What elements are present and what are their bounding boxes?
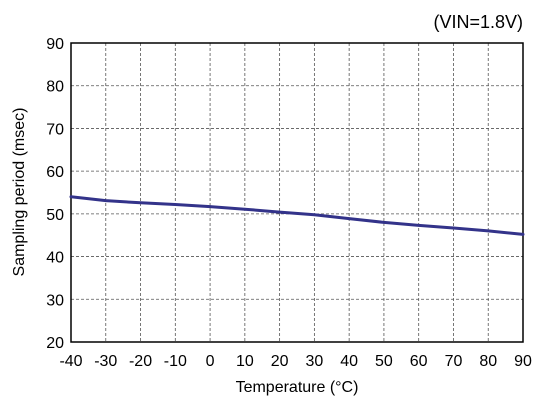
x-tick-label: 40 <box>340 353 358 370</box>
series-line <box>69 195 525 236</box>
x-tick-label: 80 <box>479 353 497 370</box>
plot-frame <box>70 42 524 343</box>
y-tick-labels: 20 30 40 50 60 70 80 90 <box>46 36 64 352</box>
y-tick-label: 60 <box>46 164 64 181</box>
x-tick-label: -20 <box>129 353 152 370</box>
x-tick-label: -30 <box>94 353 117 370</box>
y-tick-label: 80 <box>46 79 64 96</box>
x-tick-label: 10 <box>236 353 254 370</box>
y-tick-label: 30 <box>46 292 64 309</box>
y-tick-label: 20 <box>46 335 64 352</box>
x-tick-label: -40 <box>59 353 82 370</box>
x-tick-label: -10 <box>164 353 187 370</box>
x-tick-label: 90 <box>514 353 532 370</box>
x-tick-label: 0 <box>206 353 215 370</box>
x-tick-label: 70 <box>445 353 463 370</box>
y-tick-label: 90 <box>46 36 64 53</box>
y-tick-label: 40 <box>46 250 64 267</box>
x-tick-labels: -40 -30 -20 -10 0 10 20 30 40 50 60 70 80 90 <box>59 353 532 370</box>
y-axis-title: Sampling period (msec) <box>11 108 28 277</box>
x-tick-label: 60 <box>410 353 428 370</box>
grid <box>71 43 523 342</box>
x-tick-label: 30 <box>305 353 323 370</box>
x-axis-title: Temperature (°C) <box>236 379 359 396</box>
y-tick-label: 70 <box>46 121 64 138</box>
condition-annotation: (VIN=1.8V) <box>433 12 523 32</box>
x-tick-label: 50 <box>375 353 393 370</box>
series-layer <box>69 195 525 236</box>
x-tick-label: 20 <box>271 353 289 370</box>
y-tick-label: 50 <box>46 207 64 224</box>
